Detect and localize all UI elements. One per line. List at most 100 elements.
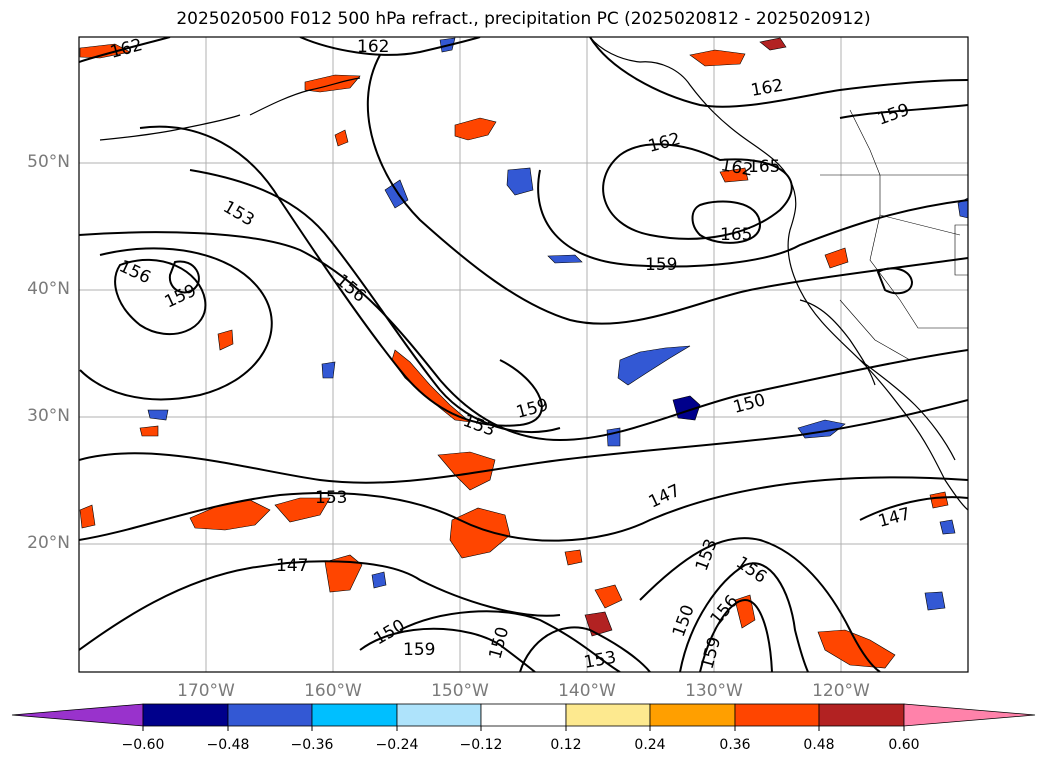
map-border <box>78 36 969 673</box>
border <box>849 109 881 176</box>
lon-label: 170°W <box>177 681 235 701</box>
contour-label: 147 <box>276 556 308 576</box>
coastlines <box>99 37 968 511</box>
contour-label: 159 <box>403 640 435 660</box>
colorbar-swatch <box>396 703 482 727</box>
precip-area <box>564 549 583 566</box>
contour-line <box>839 104 968 119</box>
colorbar-swatch <box>227 703 313 727</box>
lon-label: 150°W <box>431 681 489 701</box>
contour-lines <box>79 37 968 672</box>
precip-area <box>617 345 691 386</box>
colorbar-swatch <box>565 703 651 727</box>
border <box>869 214 968 329</box>
contour-line <box>519 626 651 672</box>
lon-label: 160°W <box>304 681 362 701</box>
lat-label: 20°N <box>27 533 70 553</box>
lat-label: 30°N <box>27 406 70 426</box>
colorbar-tick-label: −0.60 <box>121 737 165 753</box>
contour-line <box>537 169 968 268</box>
contour-line <box>168 260 200 294</box>
contour-line <box>876 267 914 295</box>
colorbar-tick-label: 0.60 <box>888 737 920 753</box>
colorbar-tick-label: 0.48 <box>803 737 835 753</box>
contour-line <box>589 37 968 108</box>
map-background <box>79 37 968 672</box>
colorbar-swatch <box>142 703 229 727</box>
colorbar-tick-label: 0.36 <box>719 737 751 753</box>
colorbar-swatch <box>649 703 736 727</box>
precip-area <box>334 129 349 147</box>
precip-area <box>929 491 949 509</box>
precip-area <box>939 519 956 535</box>
contour-label: 162 <box>357 37 389 57</box>
contour-line <box>691 200 762 244</box>
contour-label: 165 <box>720 225 752 245</box>
colorbar-swatch <box>311 703 398 727</box>
lat-label: 50°N <box>27 152 70 172</box>
contour-line <box>139 125 543 427</box>
colorbar-tick-marks <box>142 726 905 731</box>
contour-line <box>79 476 968 542</box>
coastline <box>859 359 956 461</box>
coastline <box>799 299 876 386</box>
precip-area <box>506 167 534 196</box>
colorbar-tick-label: 0.12 <box>550 737 582 753</box>
contour-line <box>79 560 561 651</box>
precip-area <box>371 571 387 589</box>
colorbar-tick-label: 0.24 <box>634 737 666 753</box>
contour-line <box>79 37 171 63</box>
precip-area <box>79 43 131 59</box>
colorbar-swatch <box>734 703 820 727</box>
precip-area <box>139 425 159 437</box>
contour-line <box>189 169 561 434</box>
graticule <box>79 37 968 672</box>
precip-area <box>734 594 756 629</box>
precip-area <box>454 117 497 141</box>
colorbar-tick-label: −0.48 <box>206 737 250 753</box>
precip-area <box>759 37 787 51</box>
precip-area <box>594 584 623 609</box>
precip-area <box>606 427 621 447</box>
contour-line <box>679 562 809 672</box>
colorbar-extend-low <box>11 703 144 727</box>
contour-line <box>114 259 207 335</box>
precip-area <box>79 504 96 529</box>
precip-area <box>924 591 946 611</box>
border <box>954 224 968 276</box>
colorbar-swatch <box>480 703 567 727</box>
contour-line <box>859 496 968 521</box>
precip-positive <box>79 37 949 669</box>
contour-label: 165 <box>748 157 780 177</box>
lon-label: 130°W <box>685 681 743 701</box>
precip-area <box>217 329 234 351</box>
precip-area <box>719 167 749 183</box>
contour-line <box>79 399 968 484</box>
precip-area <box>449 507 511 559</box>
colorbar-swatch <box>818 703 905 727</box>
precip-area <box>824 247 849 269</box>
lon-label: 120°W <box>812 681 870 701</box>
contour-line <box>699 598 773 672</box>
lon-label: 140°W <box>558 681 616 701</box>
precip-area <box>274 497 331 523</box>
contour-line <box>79 247 273 401</box>
precip-area <box>689 49 746 67</box>
colorbar-tick-label: −0.24 <box>375 737 419 753</box>
border <box>839 299 911 361</box>
map-title: 2025020500 F012 500 hPa refract., precip… <box>176 9 871 29</box>
lat-label: 40°N <box>27 279 70 299</box>
political-borders <box>820 109 968 361</box>
precip-area <box>147 409 169 421</box>
contour-line <box>79 231 968 442</box>
precip-area <box>547 254 583 264</box>
contour-label: 153 <box>315 488 347 508</box>
colorbar <box>11 703 1036 727</box>
contour-line <box>366 54 968 325</box>
colorbar-tick-label: −0.12 <box>459 737 503 753</box>
precip-area <box>324 554 363 593</box>
coastline <box>99 114 241 141</box>
coastline <box>249 77 361 116</box>
precip-area <box>321 361 336 379</box>
